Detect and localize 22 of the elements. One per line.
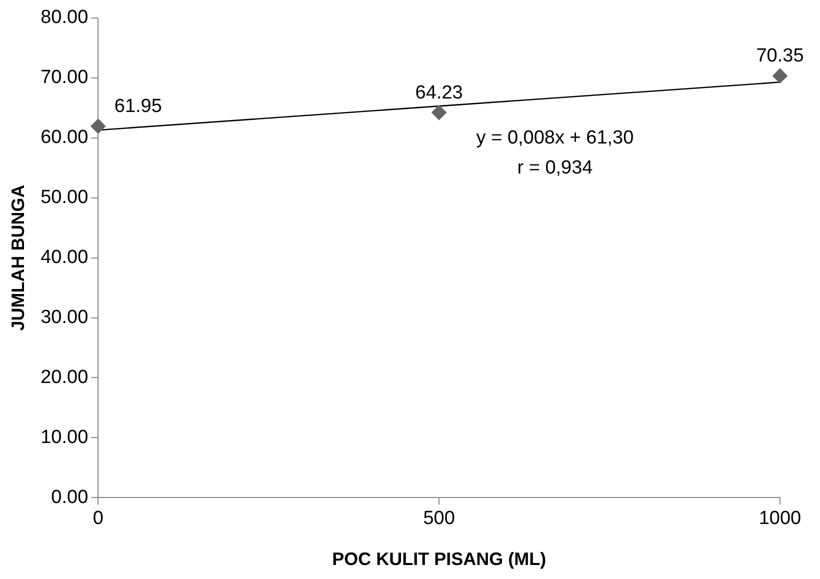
y-tick-label: 0.00 [51,486,88,508]
x-tick-label: 1000 [758,508,802,530]
point [90,118,106,134]
y-tick-label: 60.00 [40,127,88,148]
x-tick-label: 500 [423,508,455,530]
data-label: 64.23 [415,82,463,104]
x-axis-title: POC KULIT PISANG (ML) [332,549,546,570]
y-tick-label: 10.00 [40,426,88,448]
data-label: 61.95 [114,96,162,117]
y-tick-label: 80.00 [40,7,88,28]
point [772,68,788,84]
y-tick-label: 70.00 [40,67,88,88]
y-tick-label: 20.00 [40,366,88,388]
annotation: r = 0,934 [517,158,594,179]
annotation: y = 0,008x + 61,30 [476,128,634,149]
y-tick-label: 30.00 [40,306,88,328]
point [432,105,447,120]
y-axis-title: JUMLAH BUNGA [8,184,28,331]
y-tick-label: 50.00 [40,187,88,208]
y-tick-label: 40.00 [40,247,88,268]
x-tick-label: 0 [92,508,104,530]
data-label: 70.35 [756,46,804,67]
